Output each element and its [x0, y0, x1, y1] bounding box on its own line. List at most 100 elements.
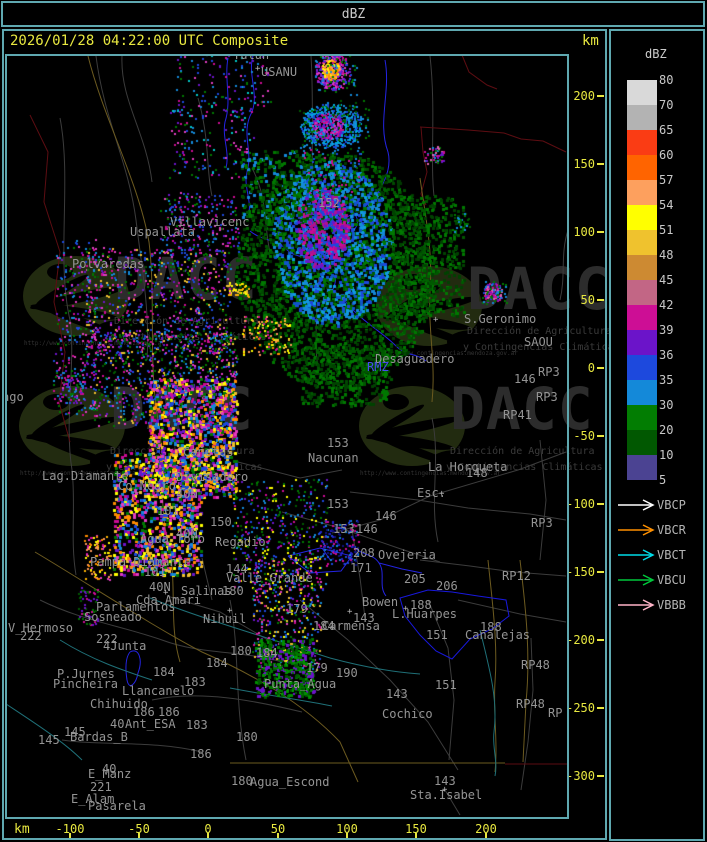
vector-label: VBBB: [657, 598, 686, 612]
map-label: 222: [96, 632, 118, 646]
bottom-axis-tick: [207, 833, 209, 839]
map-label: RP: [548, 706, 563, 720]
map-label: 152: [318, 196, 340, 210]
map-label: RP48: [516, 697, 545, 711]
map-label: 179: [286, 602, 308, 616]
colorbar-tick-label: 36: [659, 348, 674, 362]
map-label: 146: [514, 372, 536, 386]
map-label: V_Hermoso: [8, 621, 74, 635]
map-label: Tulun: [233, 54, 270, 62]
colorbar-block: [627, 280, 657, 305]
right-axis-tick-label: 50: [580, 293, 595, 307]
right-axis-tick: [597, 503, 604, 505]
map-label: 151: [426, 628, 448, 642]
map-label: Regadio: [215, 535, 266, 549]
bottom-axis-tick-label: 150: [405, 822, 427, 836]
map-label: Pasarela: [88, 799, 146, 813]
map-label: 188: [410, 598, 432, 612]
map-label: Nacunan: [308, 451, 359, 465]
vector-label: VBCT: [657, 548, 686, 562]
colorbar-block: [627, 80, 657, 105]
colorbar-block: [627, 355, 657, 380]
map-label: Canalejas: [465, 628, 531, 642]
colorbar-tick-label: 70: [659, 98, 674, 112]
map-label: Agua_Toro: [140, 532, 206, 546]
town-cross-marker: +: [439, 489, 445, 499]
map-label: 179: [306, 661, 328, 675]
right-axis-tick-label: 200: [573, 89, 595, 103]
map-label: Polvaredas: [72, 257, 145, 271]
map-label: 148: [466, 466, 488, 480]
map-label: Agua_Escond: [250, 775, 330, 789]
colorbar-tick-label: 30: [659, 398, 674, 412]
map-label: 153: [327, 436, 349, 450]
right-axis-tick: [597, 299, 604, 301]
map-label: Sta.Isabel: [410, 788, 483, 802]
right-axis-tick-label: 0: [587, 361, 595, 375]
map-label: 221: [90, 780, 112, 794]
map-label: 184: [206, 656, 228, 670]
bottom-axis-tick-label: -100: [55, 822, 85, 836]
vector-label: VBCP: [657, 498, 686, 512]
map-label: 180: [222, 584, 244, 598]
right-axis-tick-label: -300: [566, 769, 595, 783]
map-label: Cda.Amari: [136, 593, 202, 607]
map-label: Lag.Diamante: [42, 469, 129, 483]
right-axis-tick-label: -150: [566, 565, 595, 579]
vector-arrow-icon: [618, 574, 655, 586]
town-cross-marker: +: [442, 785, 448, 795]
radar-echo-canvas: [5, 54, 569, 819]
map-label: E_Manz: [88, 767, 132, 781]
bottom-axis-tick: [69, 833, 71, 839]
colorbar-tick-label: 5: [659, 473, 667, 487]
map-label: 40N: [176, 527, 198, 541]
colorbar-block: [627, 255, 657, 280]
map-label: 150: [210, 515, 232, 529]
colorbar-tick-label: 65: [659, 123, 674, 137]
colorbar-block: [627, 130, 657, 155]
map-label: Cochico: [382, 707, 433, 721]
colorbar-tick-label: 45: [659, 273, 674, 287]
map-label: RMZ: [367, 360, 389, 374]
colorbar-block: [627, 380, 657, 405]
vector-row: VBCU: [611, 574, 703, 588]
map-label: 190: [336, 666, 358, 680]
colorbar-tick-label: 10: [659, 448, 674, 462]
map-label: 144: [226, 562, 248, 576]
map-label: RP48: [521, 658, 550, 672]
map-label: Parlamentos: [96, 600, 176, 614]
map-label: 40: [102, 762, 117, 776]
map-label: Villavicenc: [170, 215, 250, 229]
map-label: 143: [434, 774, 456, 788]
colorbar-tick-label: 39: [659, 323, 674, 337]
map-label: 153: [327, 497, 349, 511]
map-label: 206: [436, 579, 458, 593]
vector-label: VBCU: [657, 573, 686, 587]
map-label: Uspallata: [130, 225, 196, 239]
vector-row: VBCT: [611, 549, 703, 563]
colorbar-tick-label: 60: [659, 148, 674, 162]
map-label: RP12: [502, 569, 531, 583]
right-axis-unit-label: km: [582, 33, 599, 49]
map-label: 183: [186, 718, 208, 732]
right-axis-tick: [597, 95, 604, 97]
map-label: Ant_ESA: [125, 717, 176, 731]
bottom-axis-tick-label: 50: [270, 822, 286, 836]
map-label: Divisadero: [176, 470, 249, 484]
vector-arrow-icon: [618, 549, 655, 561]
map-label: RP3: [531, 516, 553, 530]
colorbar-title: dBZ: [645, 47, 667, 61]
map-label: E_Alam: [71, 792, 115, 806]
right-axis-tick: [597, 707, 604, 709]
colorbar-tick-label: 20: [659, 423, 674, 437]
right-axis-tick-label: 150: [573, 157, 595, 171]
bottom-axis-tick-label: 0: [204, 822, 212, 836]
map-label: 171: [350, 561, 372, 575]
right-axis-tick: [597, 231, 604, 233]
bottom-axis-tick-label: -50: [128, 822, 150, 836]
map-label: La Horqueta: [428, 460, 508, 474]
colorbar-block: [627, 455, 657, 480]
map-label: USANU: [261, 65, 298, 79]
right-axis-tick: [597, 639, 604, 641]
